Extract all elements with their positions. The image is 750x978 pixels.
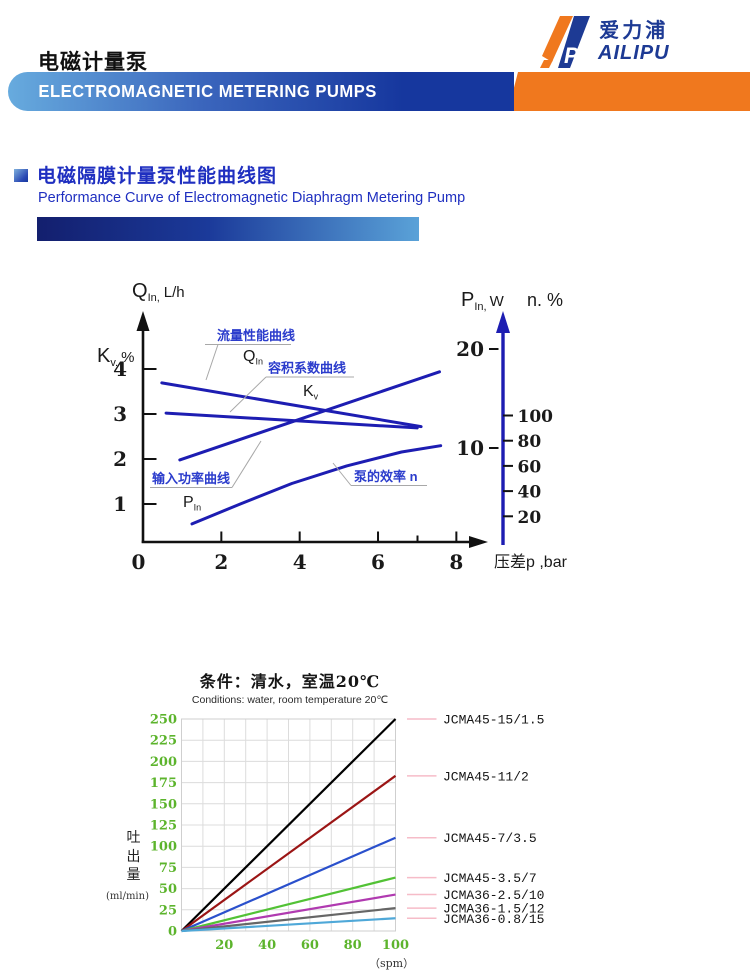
svg-text:输入功率曲线: 输入功率曲线 bbox=[152, 471, 230, 486]
x-tick-label: 6 bbox=[371, 550, 385, 574]
eff-tick-label: 60 bbox=[518, 457, 542, 477]
chart2-legend: JCMA45-15/1.5 JCMA45-11/2 JCMA45-7/3.5 JCMA… bbox=[407, 713, 544, 927]
logo-mark: P bbox=[540, 16, 590, 68]
series-line bbox=[181, 893, 396, 933]
left-tick-label: 4 bbox=[113, 357, 127, 381]
y-tick-label: 200 bbox=[150, 755, 177, 770]
y-axis-arrow bbox=[136, 311, 150, 331]
series-line bbox=[180, 718, 397, 932]
svg-text:P: P bbox=[564, 43, 579, 68]
annotation-kv: 容积系数曲线 Kv bbox=[229, 361, 354, 413]
curve-efficiency bbox=[190, 444, 443, 526]
chart1-axes bbox=[136, 311, 510, 548]
right-axis-arrow bbox=[496, 311, 510, 333]
chart2-border bbox=[181, 718, 396, 932]
x-tick-label: 8 bbox=[449, 550, 463, 574]
chart2-grid bbox=[181, 719, 396, 931]
x-tick-label: 100 bbox=[382, 938, 409, 953]
chart2-y-axis-label: 吐出量 bbox=[126, 830, 141, 883]
eff-tick-label: 80 bbox=[518, 432, 542, 452]
power-tick-label: 10 bbox=[456, 436, 484, 460]
eff-tick-label: 40 bbox=[518, 483, 542, 503]
x-tick-label: 80 bbox=[344, 938, 362, 953]
curve-flow bbox=[160, 381, 423, 429]
curve-power bbox=[178, 370, 441, 462]
banner-text: ELECTROMAGNETIC METERING PUMPS bbox=[38, 81, 377, 101]
legend-label: JCMA45-11/2 bbox=[443, 769, 529, 784]
chart2-condition-en: Conditions: water, room temperature 20℃ bbox=[191, 694, 389, 706]
logo-name-zh: 爱力浦 bbox=[599, 20, 669, 42]
symbol-kv: Kv bbox=[303, 383, 319, 402]
y-tick-label: 0 bbox=[168, 925, 177, 940]
annotation-efficiency: 泵的效率 n bbox=[332, 462, 427, 486]
section-bullet-icon bbox=[14, 169, 28, 182]
banner: ELECTROMAGNETIC METERING PUMPS bbox=[8, 72, 514, 111]
chart2-x-axis-label: （spm） bbox=[369, 957, 415, 970]
chart2-series-lines bbox=[180, 718, 397, 933]
axis-label-kv: Kv.% bbox=[97, 345, 134, 369]
series-line bbox=[181, 836, 396, 933]
y-tick-label: 25 bbox=[159, 903, 177, 918]
series-line bbox=[181, 876, 396, 933]
left-tick-label: 2 bbox=[113, 447, 127, 471]
symbol-pin: PIn bbox=[183, 494, 201, 513]
legend-label: JCMA36-1.5/12 bbox=[443, 902, 544, 917]
svg-text:流量性能曲线: 流量性能曲线 bbox=[217, 328, 295, 343]
series-line bbox=[181, 917, 396, 933]
page-title: 电磁计量泵 bbox=[38, 51, 148, 74]
left-tick-label: 3 bbox=[113, 402, 127, 426]
power-tick-label: 20 bbox=[456, 337, 484, 361]
annotation-power: 输入功率曲线 PIn bbox=[150, 440, 262, 513]
x-tick-label: 0 bbox=[132, 550, 146, 574]
x-tick-label: 60 bbox=[301, 938, 319, 953]
banner-orange-block bbox=[508, 72, 750, 111]
x-tick-label: 40 bbox=[258, 938, 276, 953]
x-tick-label: 20 bbox=[215, 938, 233, 953]
chart2-y-axis-unit: (ml/min) bbox=[106, 891, 149, 902]
section-gradient-bar bbox=[37, 217, 419, 241]
section-title-zh: 电磁隔膜计量泵性能曲线图 bbox=[37, 166, 278, 187]
legend-label: JCMA45-3.5/7 bbox=[443, 871, 537, 886]
axis-label-power: PIn, W bbox=[461, 289, 505, 313]
annotation-flow: 流量性能曲线 QIn bbox=[205, 328, 295, 381]
company-logo: P 爱力浦 AILIPU bbox=[540, 14, 740, 70]
chart2-tick-labels: 0 25 50 75 100 125 150 175 200 225 250 20 40 60 80 100 bbox=[150, 713, 409, 954]
y-tick-label: 150 bbox=[150, 797, 177, 812]
x-tick-label: 2 bbox=[214, 550, 228, 574]
legend-label: JCMA36-0.8/15 bbox=[443, 912, 544, 927]
x-axis-arrow bbox=[469, 536, 488, 548]
series-line bbox=[180, 774, 397, 932]
axis-label-eff: n. % bbox=[527, 290, 563, 310]
y-tick-label: 100 bbox=[150, 840, 177, 855]
left-tick-label: 1 bbox=[113, 492, 127, 516]
legend-label: JCMA45-15/1.5 bbox=[443, 713, 544, 728]
svg-text:泵的效率 n: 泵的效率 n bbox=[354, 469, 418, 484]
y-tick-label: 250 bbox=[150, 713, 177, 728]
series-line bbox=[181, 907, 396, 933]
y-tick-label: 75 bbox=[159, 861, 177, 876]
eff-tick-label: 20 bbox=[518, 508, 542, 528]
y-tick-label: 125 bbox=[150, 819, 177, 834]
legend-label: JCMA36-2.5/10 bbox=[443, 888, 544, 903]
eff-tick-label: 100 bbox=[518, 407, 554, 427]
logo-name-en: AILIPU bbox=[598, 42, 670, 64]
section-title-en: Performance Curve of Electromagnetic Dia… bbox=[38, 190, 466, 206]
chart2-condition-zh: 条件：清水，室温20℃ bbox=[199, 672, 381, 691]
svg-text:容积系数曲线: 容积系数曲线 bbox=[267, 361, 346, 376]
y-tick-label: 225 bbox=[150, 734, 177, 749]
axis-label-flow: QIn, L/h bbox=[132, 280, 185, 304]
y-tick-label: 175 bbox=[150, 776, 177, 791]
x-axis-label: 压差p ,bar bbox=[494, 553, 568, 571]
legend-label: JCMA45-7/3.5 bbox=[443, 831, 537, 846]
symbol-qin: QIn bbox=[243, 348, 263, 367]
x-tick-label: 4 bbox=[293, 550, 307, 574]
y-tick-label: 50 bbox=[159, 882, 177, 897]
